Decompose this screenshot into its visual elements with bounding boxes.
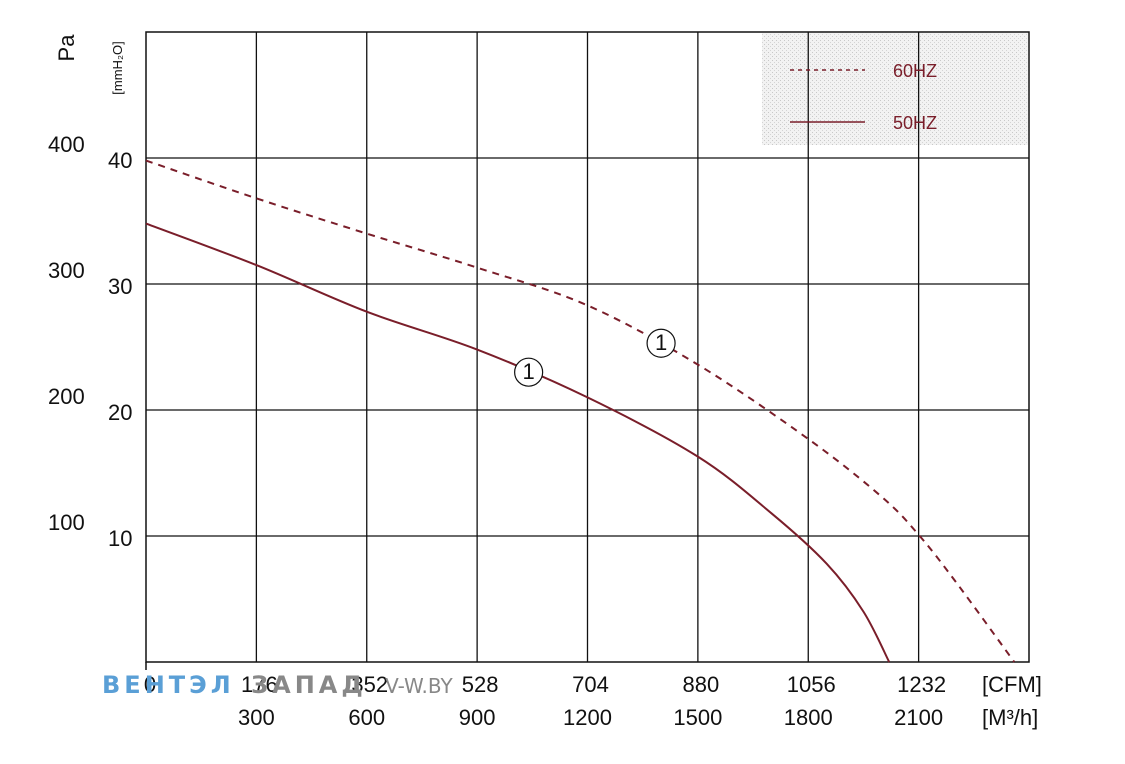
- legend: 60HZ 50HZ: [790, 61, 937, 133]
- y-tick-label-pa: 300: [48, 258, 85, 283]
- x-tick-label: 300: [238, 705, 275, 730]
- x-tick-label-cfm: 704: [572, 672, 609, 697]
- x-tick-label-cfm: 0: [144, 672, 156, 697]
- y-tick-label-pa: 100: [48, 510, 85, 535]
- watermark-part2: ЗАПАД: [251, 671, 367, 699]
- x-tick-label: 1500: [673, 705, 722, 730]
- x-tick-label-cfm: 352: [351, 672, 388, 697]
- y-tick-label-mm: 30: [108, 274, 132, 299]
- y-unit-label: Pa: [54, 34, 79, 62]
- plot-frame: [145, 31, 1030, 663]
- x-tick-label: 1800: [784, 705, 833, 730]
- y-unit-alt-label: [mmH₂O]: [110, 41, 125, 94]
- x-tick-label-cfm: 1056: [787, 672, 836, 697]
- series-label-circle: [514, 357, 544, 387]
- x-tick-label-cfm: 176: [241, 672, 278, 697]
- watermark: ВЕНТЭЛ ЗАПАД V-W.BY: [102, 671, 453, 699]
- series-label-text: 1: [523, 359, 535, 384]
- x-unit-label: [M³/h]: [982, 705, 1038, 730]
- x-tick-label: 1200: [563, 705, 612, 730]
- watermark-part3: V-W.BY: [385, 674, 453, 698]
- watermark-part1: ВЕНТЭЛ: [102, 671, 235, 699]
- series-line-50hz: [145, 222, 891, 663]
- x-tick-label: 900: [459, 705, 496, 730]
- x-unit-alt-label: [CFM]: [982, 672, 1042, 697]
- x-tick-label-cfm: 1232: [897, 672, 946, 697]
- y-tick-label-mm: 40: [108, 148, 132, 173]
- y-tick-label-mm: 10: [108, 526, 132, 551]
- grid: [146, 32, 1029, 662]
- y-tick-label-pa: 400: [48, 132, 85, 157]
- x-tick-label-cfm: 880: [683, 672, 720, 697]
- y-tick-label-mm: 20: [108, 400, 132, 425]
- x-tick-label-cfm: 528: [462, 672, 499, 697]
- y-tick-label-pa: 200: [48, 384, 85, 409]
- series-label-circle: [646, 328, 676, 358]
- series-label-text: 1: [655, 330, 667, 355]
- legend-label-60hz: 60HZ: [893, 61, 937, 81]
- x-tick-label: 600: [348, 705, 385, 730]
- legend-background: [762, 33, 1028, 145]
- series-line-60hz: [145, 159, 1016, 663]
- legend-label-50hz: 50HZ: [893, 113, 937, 133]
- x-tick-label: 2100: [894, 705, 943, 730]
